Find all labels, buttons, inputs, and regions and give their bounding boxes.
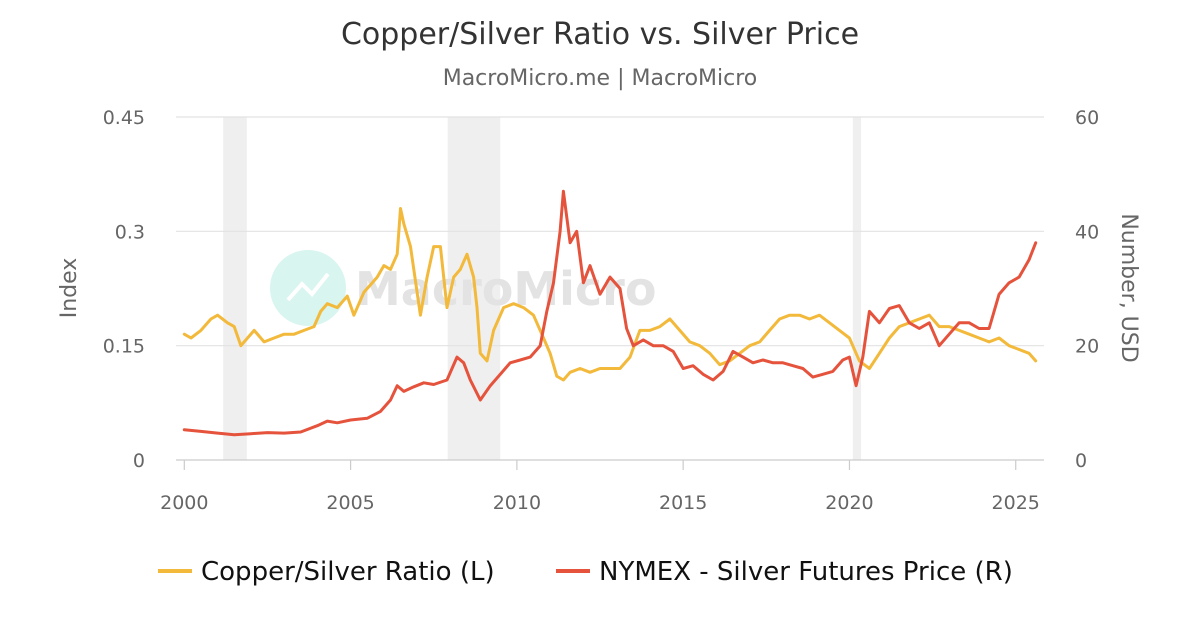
y-left-tick-label: 0: [133, 450, 145, 472]
y-left-tick-label: 0.45: [103, 107, 145, 129]
series-line-1: [182, 189, 1038, 437]
y-left-tick-label: 0.3: [115, 221, 145, 243]
y-axis-left-ticks: 0 0.15 0.3 0.45: [103, 107, 145, 472]
recession-band-2: [852, 117, 862, 460]
x-tick-label: 2000: [160, 492, 208, 514]
x-tick-label: 2005: [326, 492, 374, 514]
y-left-tick-label: 0.15: [103, 336, 145, 358]
y-right-tick-label: 0: [1075, 450, 1087, 472]
x-axis-ticks: 2000 2005 2010 2015 2020 2025: [160, 460, 1040, 514]
gridlines: [176, 116, 1044, 461]
y-right-tick-label: 20: [1075, 336, 1099, 358]
y-axis-right-title: Number, USD: [1116, 213, 1141, 362]
y-right-tick-label: 40: [1075, 221, 1099, 243]
recession-band-0: [223, 117, 247, 460]
chart-subtitle: MacroMicro.me | MacroMicro: [443, 66, 758, 91]
legend: Copper/Silver Ratio (L) NYMEX - Silver Fu…: [158, 557, 1013, 587]
y-right-tick-label: 60: [1075, 107, 1099, 129]
y-axis-right-ticks: 0 20 40 60: [1075, 107, 1099, 472]
chart-title: Copper/Silver Ratio vs. Silver Price: [341, 17, 859, 52]
legend-label: NYMEX - Silver Futures Price (R): [599, 557, 1013, 587]
series-lines: [182, 189, 1038, 437]
x-tick-label: 2010: [493, 492, 541, 514]
watermark-logo-line: [286, 272, 330, 302]
x-tick-label: 2025: [992, 492, 1040, 514]
x-tick-label: 2015: [659, 492, 707, 514]
legend-label: Copper/Silver Ratio (L): [201, 557, 495, 587]
y-axis-left-title: Index: [57, 258, 82, 319]
x-tick-label: 2020: [825, 492, 873, 514]
series-line-0: [182, 207, 1038, 382]
